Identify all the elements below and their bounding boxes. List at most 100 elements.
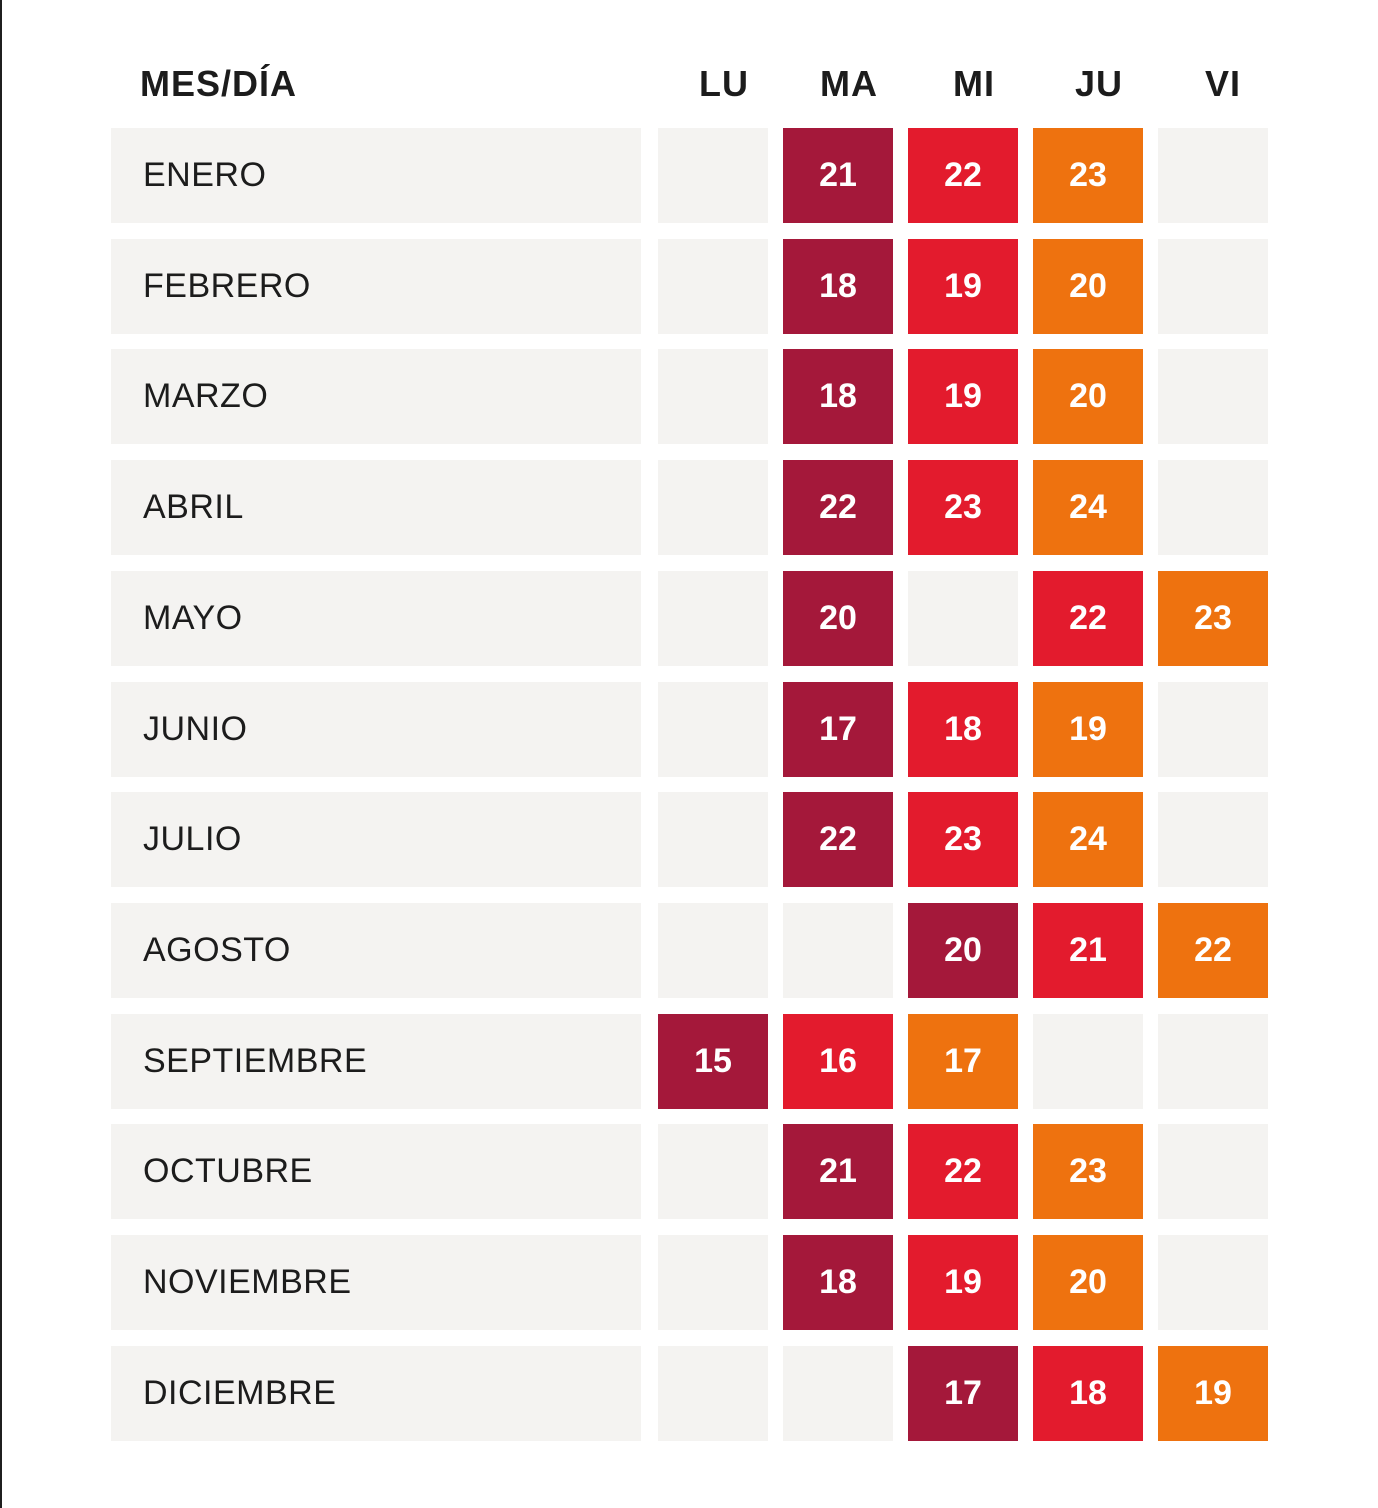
day-cell-lu — [658, 128, 768, 223]
day-cell-lu — [658, 349, 768, 444]
day-cell-ju: 23 — [1033, 128, 1143, 223]
month-cell: NOVIEMBRE — [111, 1235, 641, 1330]
day-cell-mi — [908, 571, 1018, 666]
day-cell-ju: 22 — [1033, 571, 1143, 666]
day-cell-ma: 18 — [783, 1235, 893, 1330]
table-row: MAYO 20 22 23 — [0, 571, 1378, 666]
table-row: ABRIL 22 23 24 — [0, 460, 1378, 555]
day-cell-ju: 24 — [1033, 460, 1143, 555]
table-row: FEBRERO 18 19 20 — [0, 239, 1378, 334]
month-label: DICIEMBRE — [143, 1374, 337, 1412]
month-cell: OCTUBRE — [111, 1124, 641, 1219]
month-label: AGOSTO — [143, 931, 291, 969]
table-row: NOVIEMBRE 18 19 20 — [0, 1235, 1378, 1330]
table-row: AGOSTO 20 21 22 — [0, 903, 1378, 998]
day-cell-ma: 22 — [783, 792, 893, 887]
table-row: OCTUBRE 21 22 23 — [0, 1124, 1378, 1219]
day-cell-mi: 22 — [908, 1124, 1018, 1219]
day-cell-vi — [1158, 1235, 1268, 1330]
month-cell: MARZO — [111, 349, 641, 444]
table-row: DICIEMBRE 17 18 19 — [0, 1346, 1378, 1441]
table-header: MES/DÍA LU MA MI JU VI — [0, 56, 1378, 112]
table-row: SEPTIEMBRE 15 16 17 — [0, 1014, 1378, 1109]
day-cell-vi — [1158, 128, 1268, 223]
day-cell-mi: 18 — [908, 682, 1018, 777]
day-cell-ma: 20 — [783, 571, 893, 666]
day-header-vi: VI — [1204, 63, 1241, 104]
day-cell-mi: 19 — [908, 1235, 1018, 1330]
table-row: MARZO 18 19 20 — [0, 349, 1378, 444]
day-header-mi: MI — [953, 63, 995, 104]
day-cell-ma — [783, 1346, 893, 1441]
day-cell-mi: 19 — [908, 239, 1018, 334]
day-cell-mi: 17 — [908, 1014, 1018, 1109]
day-cell-ju: 18 — [1033, 1346, 1143, 1441]
month-cell: AGOSTO — [111, 903, 641, 998]
day-header-ju: JU — [1074, 63, 1124, 104]
day-cell-vi — [1158, 792, 1268, 887]
day-cell-ju: 20 — [1033, 349, 1143, 444]
month-cell: ENERO — [111, 128, 641, 223]
day-cell-vi: 19 — [1158, 1346, 1268, 1441]
day-header-ma: MA — [820, 63, 878, 104]
table-row: JULIO 22 23 24 — [0, 792, 1378, 887]
month-cell: SEPTIEMBRE — [111, 1014, 641, 1109]
month-cell: JUNIO — [111, 682, 641, 777]
day-cell-ma: 21 — [783, 1124, 893, 1219]
day-cell-lu — [658, 571, 768, 666]
day-header-lu: LU — [699, 63, 749, 104]
day-cell-ma — [783, 903, 893, 998]
day-cell-mi: 19 — [908, 349, 1018, 444]
day-cell-ma: 17 — [783, 682, 893, 777]
day-cell-mi: 22 — [908, 128, 1018, 223]
day-cell-vi — [1158, 1124, 1268, 1219]
month-label: ENERO — [143, 156, 267, 194]
day-cell-lu — [658, 460, 768, 555]
month-label: MAYO — [143, 599, 243, 637]
day-cell-vi — [1158, 460, 1268, 555]
day-cell-ma: 18 — [783, 349, 893, 444]
month-label: OCTUBRE — [143, 1152, 313, 1190]
day-cell-lu — [658, 682, 768, 777]
day-cell-ju: 20 — [1033, 239, 1143, 334]
day-cell-mi: 23 — [908, 792, 1018, 887]
day-cell-vi — [1158, 239, 1268, 334]
day-cell-vi: 23 — [1158, 571, 1268, 666]
day-cell-lu — [658, 1235, 768, 1330]
month-cell: MAYO — [111, 571, 641, 666]
day-cell-ju — [1033, 1014, 1143, 1109]
month-cell: ABRIL — [111, 460, 641, 555]
day-cell-ma: 21 — [783, 128, 893, 223]
day-cell-ma: 22 — [783, 460, 893, 555]
day-cell-ju: 19 — [1033, 682, 1143, 777]
month-label: MARZO — [143, 377, 269, 415]
table-row: JUNIO 17 18 19 — [0, 682, 1378, 777]
day-cell-ju: 20 — [1033, 1235, 1143, 1330]
day-cell-vi — [1158, 1014, 1268, 1109]
table-row: ENERO 21 22 23 — [0, 128, 1378, 223]
day-cell-mi: 20 — [908, 903, 1018, 998]
left-border-line — [0, 0, 2, 1508]
day-cell-ju: 21 — [1033, 903, 1143, 998]
day-cell-vi: 22 — [1158, 903, 1268, 998]
month-label: FEBRERO — [143, 267, 311, 305]
month-cell: FEBRERO — [111, 239, 641, 334]
day-cell-mi: 17 — [908, 1346, 1018, 1441]
month-label: JUNIO — [143, 710, 248, 748]
month-cell: DICIEMBRE — [111, 1346, 641, 1441]
month-cell: JULIO — [111, 792, 641, 887]
month-label: ABRIL — [143, 488, 244, 526]
day-cell-lu — [658, 1346, 768, 1441]
month-label: NOVIEMBRE — [143, 1263, 352, 1301]
day-cell-ju: 23 — [1033, 1124, 1143, 1219]
month-day-header: MES/DÍA — [140, 63, 298, 104]
day-cell-lu — [658, 1124, 768, 1219]
day-cell-lu — [658, 792, 768, 887]
day-cell-ju: 24 — [1033, 792, 1143, 887]
month-label: SEPTIEMBRE — [143, 1042, 368, 1080]
day-cell-ma: 16 — [783, 1014, 893, 1109]
day-cell-lu — [658, 903, 768, 998]
day-cell-lu: 15 — [658, 1014, 768, 1109]
day-cell-ma: 18 — [783, 239, 893, 334]
day-cell-mi: 23 — [908, 460, 1018, 555]
